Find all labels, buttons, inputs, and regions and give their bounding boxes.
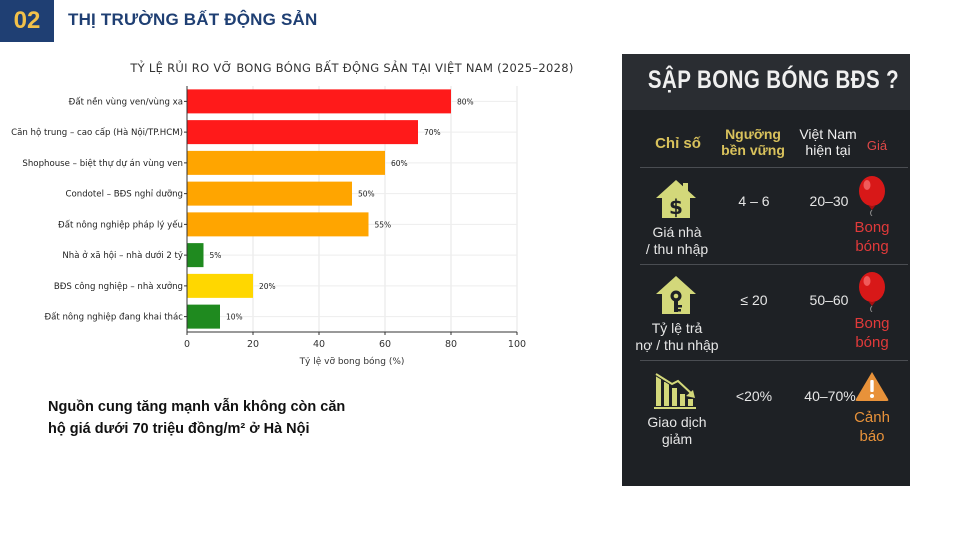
row2-status-line2: bóng <box>855 334 889 351</box>
row3-label: Giao dịch giảm <box>632 414 722 448</box>
row3-status: Cảnh báo <box>844 408 900 446</box>
warning-triangle-icon <box>855 372 889 401</box>
category-label: Đất nền vùng ven/vùng xa <box>69 96 183 107</box>
row2-current: 50–60 <box>809 292 849 308</box>
declining-chart-icon <box>654 372 696 409</box>
x-tick-label: 60 <box>379 339 391 350</box>
bar <box>187 212 369 237</box>
red-balloon-icon <box>859 176 885 216</box>
source-note: Nguồn cung tăng mạnh vẫn không còn căn h… <box>48 396 408 440</box>
x-tick-label: 0 <box>184 339 190 350</box>
panel-title: SẬP BONG BÓNG BĐS ? <box>647 66 900 94</box>
header-separator <box>640 167 908 168</box>
row3-status-line2: báo <box>859 428 885 445</box>
bar <box>187 150 385 175</box>
category-label: Shophouse – biệt thự dự án vùng ven <box>22 158 183 169</box>
category-label: Căn hộ trung – cao cấp (Hà Nội/TP.HCM) <box>11 127 183 138</box>
category-label: Nhà ở xã hội – nhà dưới 2 tỷ <box>62 250 183 261</box>
row2-separator <box>640 360 908 361</box>
header-indicator: Chỉ số <box>655 135 701 152</box>
x-tick-label: 20 <box>247 339 259 350</box>
red-balloon-icon <box>859 272 885 312</box>
row3-current: 40–70% <box>804 388 856 404</box>
value-label: 50% <box>358 190 375 199</box>
value-label: 20% <box>259 282 276 291</box>
panel-header: SẬP BONG BÓNG BĐS ? <box>622 54 910 110</box>
row2-status: Bong bóng <box>844 314 900 352</box>
header-vietnam: Việt Nam hiện tại <box>792 126 864 158</box>
bar <box>187 181 352 206</box>
category-label: Đất nông nghiệp pháp lý yếu <box>58 219 183 230</box>
row2-label-line1: Tỷ lệ trả <box>651 320 703 336</box>
header-threshold-line2: bền vững <box>721 142 785 158</box>
row1-status-line2: bóng <box>855 238 889 255</box>
category-label: Đất nông nghiệp đang khai thác <box>44 312 183 323</box>
bubble-risk-panel: SẬP BONG BÓNG BĐS ? Chỉ số Ngưỡng bền vữ… <box>622 54 910 486</box>
row3-label-line1: Giao dịch <box>647 414 707 430</box>
row1-status: Bong bóng <box>844 218 900 256</box>
house-key-icon <box>656 276 696 314</box>
x-tick-label: 100 <box>508 339 526 350</box>
slide-title: THỊ TRƯỜNG BẤT ĐỘNG SẢN <box>68 10 318 29</box>
value-label: 5% <box>210 251 222 260</box>
x-axis-label: Tỷ lệ vỡ bong bóng (%) <box>299 356 405 367</box>
bar <box>187 273 253 298</box>
header-price: Giá <box>866 138 888 153</box>
value-label: 70% <box>424 128 441 137</box>
header-threshold-line1: Ngưỡng <box>725 126 781 142</box>
bar <box>187 120 418 145</box>
row2-label: Tỷ lệ trả nợ / thu nhập <box>630 320 724 354</box>
row1-label-line1: Giá nhà <box>652 224 702 240</box>
svg-text:$: $ <box>669 195 683 219</box>
row3-status-line1: Cảnh <box>854 409 890 426</box>
row1-separator <box>640 264 908 265</box>
house-dollar-icon: $ <box>656 180 696 219</box>
note-line-1: Nguồn cung tăng mạnh vẫn không còn căn <box>48 399 346 415</box>
bar <box>187 304 220 329</box>
value-label: 60% <box>391 159 408 168</box>
header-vietnam-line2: hiện tại <box>805 142 851 158</box>
value-label: 80% <box>457 97 474 106</box>
note-line-2: hộ giá dưới 70 triệu đồng/m² ở Hà Nội <box>48 421 310 437</box>
bar <box>187 89 451 114</box>
chart-title: TỶ LỆ RỦI RO VỠ BONG BÓNG BẤT ĐỘNG SẢN T… <box>129 59 573 75</box>
header-threshold: Ngưỡng bền vững <box>718 126 788 158</box>
row2-label-line2: nợ / thu nhập <box>635 337 719 353</box>
category-label: BĐS công nghiệp – nhà xưởng <box>54 281 183 292</box>
row3-label-line2: giảm <box>661 431 693 447</box>
value-label: 55% <box>375 220 392 229</box>
value-label: 10% <box>226 313 243 322</box>
row1-label-line2: / thu nhập <box>645 241 709 257</box>
x-tick-label: 40 <box>313 339 325 350</box>
row1-status-line1: Bong <box>854 219 890 236</box>
row3-threshold: <20% <box>735 388 773 404</box>
row1-threshold: 4 – 6 <box>738 193 770 209</box>
row1-label: Giá nhà / thu nhập <box>632 224 722 258</box>
risk-bar-chart: TỶ LỆ RỦI RO VỠ BONG BÓNG BẤT ĐỘNG SẢN T… <box>11 59 573 367</box>
row2-status-line1: Bong <box>854 315 890 332</box>
row2-threshold: ≤ 20 <box>740 292 768 308</box>
row1-current: 20–30 <box>809 193 849 209</box>
slide-number: 02 <box>0 0 54 42</box>
header-vietnam-line1: Việt Nam <box>799 126 857 142</box>
bar <box>187 243 204 268</box>
category-label: Condotel – BĐS nghỉ dưỡng <box>66 189 184 200</box>
x-tick-label: 80 <box>445 339 457 350</box>
